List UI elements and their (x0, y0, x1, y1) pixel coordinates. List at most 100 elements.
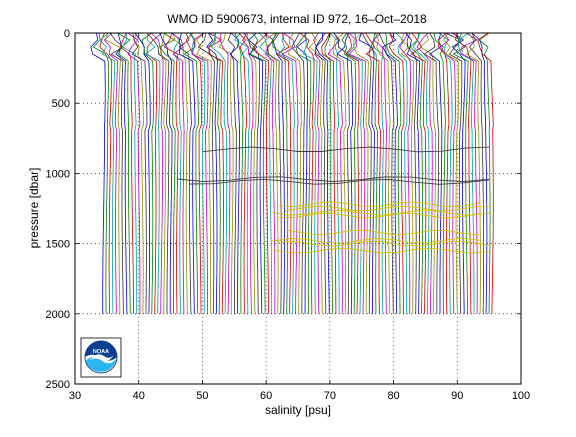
profile-line (144, 32, 161, 314)
profile-line (141, 32, 154, 314)
grid-lines (75, 33, 521, 384)
profile-line (242, 32, 254, 314)
profile-line (172, 32, 189, 314)
profile-line (117, 32, 131, 314)
x-tick-label: 50 (196, 390, 208, 402)
yellow-anomaly-line (285, 205, 490, 212)
profile-line (170, 32, 185, 314)
profile-line (115, 32, 128, 314)
yellow-anomaly-line (272, 247, 490, 254)
profile-line (439, 32, 456, 314)
profile-line (90, 32, 106, 314)
logo-sky (85, 341, 117, 361)
profile-line (313, 32, 321, 314)
profile-line (378, 32, 395, 314)
profile-line (150, 32, 164, 314)
logo-bird-icon (90, 354, 114, 362)
chart-title: WMO ID 5900673, internal ID 972, 16–Oct–… (167, 12, 427, 26)
profile-line (324, 32, 334, 314)
profile-line (92, 32, 109, 314)
profile-line (185, 32, 203, 314)
dark-anomaly-line (189, 178, 490, 185)
x-tick-label: 40 (133, 390, 145, 402)
profile-line (272, 32, 285, 314)
profile-line (471, 32, 488, 314)
profile-line (477, 32, 494, 314)
profile-line (327, 32, 343, 314)
anomaly-series-group (176, 146, 490, 254)
profile-line (333, 32, 347, 314)
profile-line (234, 32, 251, 314)
profile-line (206, 32, 218, 314)
profile-line (191, 32, 209, 314)
x-tick-label: 60 (260, 390, 272, 402)
profile-line (295, 32, 312, 314)
profile-line (197, 32, 215, 314)
profile-line (458, 32, 475, 314)
x-tick-label: 70 (324, 390, 336, 402)
x-tick-label: 80 (387, 390, 399, 402)
x-tick-label: 90 (451, 390, 463, 402)
x-tick-label: 100 (512, 390, 530, 402)
dark-anomaly-line (176, 176, 490, 182)
profile-line (461, 32, 478, 314)
yellow-anomaly-line (272, 210, 490, 216)
profile-line (445, 32, 463, 314)
profile-line (423, 32, 440, 314)
profile-line (218, 32, 234, 314)
profile-line (348, 32, 366, 314)
x-axis-label: salinity [psu] (265, 403, 331, 417)
profile-line (302, 32, 318, 314)
yellow-anomaly-line (278, 201, 480, 208)
profile-line (308, 32, 324, 314)
profile-line (264, 32, 279, 314)
profile-line (178, 32, 192, 314)
profile-line (146, 32, 158, 314)
profile-line (109, 32, 124, 314)
profile-series-group (90, 32, 494, 314)
profile-line (315, 32, 330, 314)
profile-line (405, 32, 421, 314)
profile-line (252, 32, 270, 314)
profile-line (276, 32, 292, 314)
yellow-anomaly-line (272, 237, 480, 244)
dark-anomaly-line (202, 146, 490, 153)
profile-line (178, 32, 196, 314)
profile-line (429, 32, 443, 314)
profile-line (153, 32, 170, 314)
plot-frame (74, 32, 522, 385)
profile-line (321, 32, 337, 314)
y-tick-label: 1000 (46, 168, 70, 180)
profile-line (419, 32, 436, 314)
profile-line (99, 32, 116, 314)
profile-line (365, 32, 381, 314)
profile-line (131, 32, 148, 314)
profile-line (353, 32, 369, 314)
profile-line (105, 32, 121, 314)
profile-line (291, 32, 305, 314)
profile-line (183, 32, 199, 314)
yellow-anomaly-line (278, 240, 490, 247)
profile-line (263, 32, 276, 314)
profile-line (133, 32, 145, 314)
profile-line (468, 32, 485, 314)
profile-line (234, 32, 244, 314)
profile-line (406, 32, 418, 314)
logo-text: NOAA (93, 349, 109, 355)
profile-line (159, 32, 173, 314)
profile-line (370, 32, 378, 314)
profile-line (278, 32, 295, 314)
profile-line (208, 32, 221, 314)
profile-line (382, 32, 398, 314)
profile-line (451, 32, 466, 314)
profile-line (399, 32, 411, 314)
profile-line (385, 32, 402, 314)
profile-line (443, 32, 460, 314)
x-tick-label: 30 (69, 390, 81, 402)
y-tick-label: 500 (52, 98, 70, 110)
profile-line (272, 32, 289, 314)
profile-line (478, 32, 491, 314)
profile-line (159, 32, 167, 314)
